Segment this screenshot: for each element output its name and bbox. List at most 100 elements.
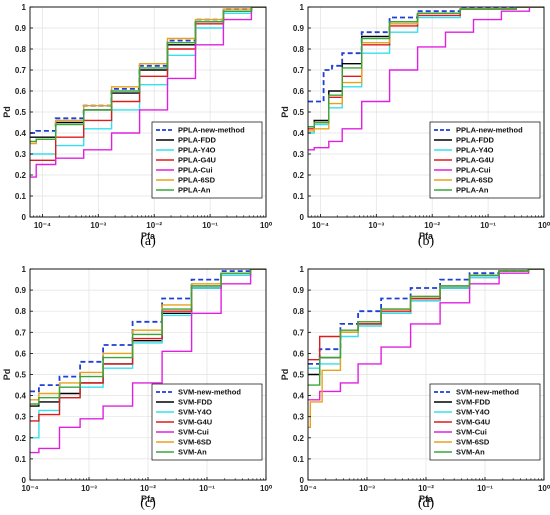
x-axis-label: Pfa	[141, 494, 156, 504]
x-axis-label: Pfa	[141, 231, 156, 241]
y-tick-label: 0.7	[15, 66, 27, 75]
legend: PPLA-new-methodPPLA-FDDPPLA-Y4OPPLA-G4UP…	[151, 121, 263, 199]
x-tick-label: 10⁻¹	[199, 484, 215, 493]
legend-label: PPLA-G4U	[456, 156, 494, 165]
x-axis-label: Pfa	[419, 231, 434, 241]
y-tick-label: 0.1	[293, 455, 305, 464]
chart-panel-1: 0 0.1 0.2 0.3 0.4 0.5 0.6 0.7 0.8 0.9 1 10⁻⁴ 10⁻³ 10⁻…	[2, 3, 273, 249]
y-tick-label: 0.1	[15, 455, 27, 464]
y-tick-label: 0.8	[293, 307, 305, 316]
panel-caption: (d)	[418, 496, 435, 511]
y-tick-label: 0.4	[15, 129, 27, 138]
y-tick-label: 0.9	[293, 24, 305, 33]
legend-label: SVM-An	[456, 448, 485, 457]
legend-label: SVM-6SD	[456, 438, 490, 447]
y-axis-label: Pd	[2, 369, 12, 381]
x-tick-label: 10⁻³	[359, 484, 375, 493]
y-tick-label: 0.1	[293, 192, 305, 201]
legend: SVM-new-methodSVM-FDDSVM-Y4OSVM-G4USVM-C…	[151, 383, 263, 461]
legend-label: SVM-An	[178, 448, 207, 457]
y-tick-label: 0	[300, 476, 305, 485]
legend-label: SVM-G4U	[456, 418, 490, 427]
y-tick-label: 0.9	[15, 286, 27, 295]
y-tick-label: 0.4	[293, 129, 305, 138]
y-tick-label: 0.6	[15, 349, 27, 358]
x-tick-label: 10⁻²	[424, 221, 440, 230]
x-tick-label: 10⁰	[538, 221, 550, 230]
y-tick-label: 0.9	[293, 286, 305, 295]
legend-label: SVM-new-method	[456, 388, 519, 397]
x-tick-label: 10⁻⁴	[299, 484, 316, 493]
x-tick-label: 10⁻⁴	[312, 221, 329, 230]
y-tick-label: 0.6	[293, 87, 305, 96]
y-tick-label: 0.7	[15, 328, 27, 337]
y-axis-label: Pd	[280, 369, 290, 381]
x-tick-label: 10⁻²	[146, 221, 162, 230]
y-tick-label: 0.4	[15, 392, 27, 401]
x-tick-label: 10⁻¹	[480, 221, 496, 230]
legend-label: SVM-6SD	[178, 438, 212, 447]
series-line-ppla-cui	[30, 7, 266, 178]
chart-panel-4: 0 0.1 0.2 0.3 0.4 0.5 0.6 0.7 0.8 0.9 1 10⁻⁴ 10⁻³ 10⁻…	[280, 265, 550, 511]
y-tick-label: 0.4	[293, 392, 305, 401]
legend-label: PPLA-6SD	[178, 176, 216, 185]
y-tick-label: 0.8	[15, 307, 27, 316]
x-tick-label: 10⁻³	[368, 221, 384, 230]
x-tick-label: 10⁻⁴	[34, 221, 51, 230]
y-tick-label: 0	[22, 213, 27, 222]
legend-label: SVM-Y4O	[456, 408, 490, 417]
legend-label: PPLA-new-method	[456, 126, 523, 135]
x-tick-label: 10⁻²	[140, 484, 156, 493]
y-tick-label: 0.6	[293, 349, 305, 358]
x-tick-label: 10⁻³	[81, 484, 97, 493]
y-tick-label: 0.3	[15, 150, 27, 159]
x-tick-label: 10⁻¹	[477, 484, 493, 493]
y-tick-label: 0.7	[293, 66, 305, 75]
legend-label: PPLA-Y4O	[456, 146, 494, 155]
legend-label: SVM-Cui	[456, 428, 487, 437]
y-tick-label: 0.2	[293, 434, 305, 443]
legend-label: PPLA-An	[456, 186, 489, 195]
y-tick-label: 1	[300, 265, 305, 274]
y-tick-label: 0.8	[293, 45, 305, 54]
series-line-svm-an	[308, 269, 544, 386]
y-tick-label: 0.1	[15, 192, 27, 201]
x-tick-label: 10⁻¹	[202, 221, 218, 230]
legend-label: SVM-FDD	[456, 398, 491, 407]
y-tick-label: 0.3	[293, 413, 305, 422]
x-tick-label: 10⁻⁴	[21, 484, 38, 493]
y-tick-label: 0.3	[293, 150, 305, 159]
legend-label: PPLA-FDD	[456, 136, 494, 145]
legend-label: SVM-new-method	[178, 388, 241, 397]
x-tick-label: 10⁰	[260, 221, 273, 230]
legend-label: PPLA-FDD	[178, 136, 216, 145]
y-tick-label: 0.9	[15, 24, 27, 33]
y-tick-label: 0.7	[293, 328, 305, 337]
legend-label: PPLA-G4U	[178, 156, 216, 165]
y-tick-label: 1	[22, 3, 27, 12]
legend-label: PPLA-Cui	[456, 166, 491, 175]
y-tick-label: 1	[22, 265, 27, 274]
legend: SVM-new-methodSVM-FDDSVM-Y4OSVM-G4USVM-C…	[429, 383, 541, 461]
legend: PPLA-new-methodPPLA-FDDPPLA-Y4OPPLA-G4UP…	[429, 121, 541, 199]
panel-caption: (a)	[140, 234, 156, 249]
chart-panel-3: 0 0.1 0.2 0.3 0.4 0.5 0.6 0.7 0.8 0.9 1 10⁻⁴ 10⁻³ 10⁻…	[2, 265, 273, 511]
legend-label: PPLA-Cui	[178, 166, 213, 175]
legend-label: SVM-Cui	[178, 428, 209, 437]
legend-label: PPLA-An	[178, 186, 211, 195]
y-tick-label: 0.2	[15, 171, 27, 180]
legend-label: SVM-FDD	[178, 398, 213, 407]
panel-caption: (b)	[418, 234, 435, 249]
y-tick-label: 0.2	[15, 434, 27, 443]
x-axis-label: Pfa	[419, 494, 434, 504]
y-tick-label: 0.5	[293, 108, 305, 117]
series-line-ppla-an	[308, 7, 544, 128]
y-tick-label: 0	[22, 476, 27, 485]
legend-label: SVM-Y4O	[178, 408, 212, 417]
legend-label: PPLA-6SD	[456, 176, 494, 185]
legend-label: PPLA-Y4O	[178, 146, 216, 155]
chart-panel-2: 0 0.1 0.2 0.3 0.4 0.5 0.6 0.7 0.8 0.9 1 10⁻⁴ 10⁻³ 10⁻…	[280, 3, 550, 249]
x-tick-label: 10⁻³	[90, 221, 106, 230]
x-tick-label: 10⁰	[538, 484, 550, 493]
y-axis-label: Pd	[2, 106, 12, 118]
